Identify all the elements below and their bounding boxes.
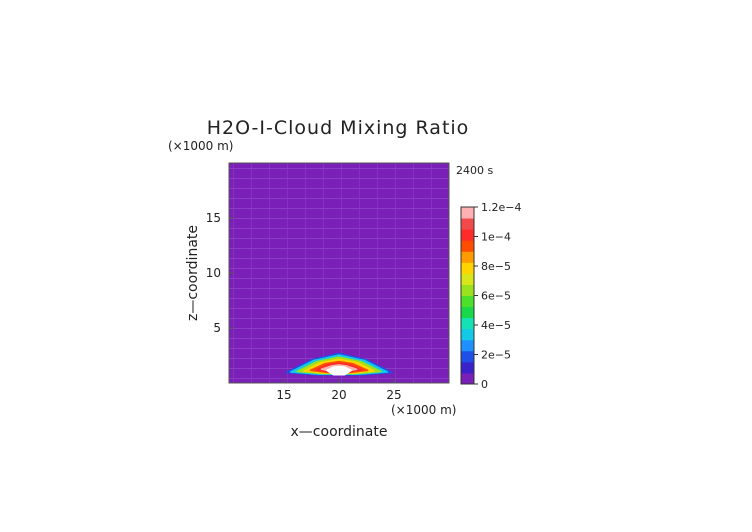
- y-tick-label: 5: [213, 321, 221, 335]
- colorbar-swatch: [461, 273, 474, 285]
- y-tick-label: 15: [206, 211, 221, 225]
- colorbar-swatch: [461, 372, 474, 385]
- colorbar-swatch: [461, 229, 474, 241]
- x-tick-label: 20: [331, 388, 346, 402]
- y-axis: 5 10 15: [206, 211, 234, 335]
- colorbar-tick-label: 1.2e−4: [481, 201, 521, 214]
- x-axis-label: x—coordinate: [291, 424, 388, 440]
- colorbar-swatch: [461, 284, 474, 296]
- colorbar-swatch: [461, 328, 474, 341]
- colorbar-swatch: [461, 295, 474, 308]
- y-unit-label: (×1000 m): [168, 139, 233, 153]
- colorbar-swatch: [461, 240, 474, 252]
- contour-level-7: [326, 365, 352, 376]
- colorbar-swatch: [461, 361, 474, 374]
- colorbar-tick-label: 4e−5: [481, 319, 511, 332]
- x-tick-label: 15: [276, 388, 291, 402]
- y-tick-label: 10: [206, 266, 221, 280]
- x-axis: 15 20 25: [276, 378, 402, 402]
- colorbar-swatch: [461, 339, 474, 352]
- y-axis-label: z—coordinate: [185, 225, 201, 321]
- colorbar-swatch: [461, 207, 474, 219]
- colorbar: 0 2e−5 4e−5 6e−5 8e−5 1e−4 1.2e−4: [460, 201, 521, 391]
- colorbar-tick-label: 0: [481, 378, 488, 391]
- time-label: 2400 s: [456, 164, 493, 177]
- x-tick-label: 25: [386, 388, 401, 402]
- colorbar-swatch: [461, 306, 474, 319]
- colorbar-swatch: [461, 251, 474, 263]
- colorbar-tick-label: 2e−5: [481, 349, 511, 362]
- colorbar-tick-label: 6e−5: [481, 290, 511, 303]
- cloud-contours: [285, 352, 393, 376]
- colorbar-swatch: [461, 218, 474, 230]
- x-unit-label: (×1000 m): [391, 403, 456, 417]
- colorbar-swatch: [461, 317, 474, 330]
- colorbar-swatch: [461, 350, 474, 363]
- colorbar-tick-label: 8e−5: [481, 260, 511, 273]
- colorbar-tick-label: 1e−4: [481, 231, 511, 244]
- chart-title: H2O-I-Cloud Mixing Ratio: [207, 117, 470, 139]
- plot-grid: [229, 163, 449, 383]
- colorbar-swatch: [461, 262, 474, 274]
